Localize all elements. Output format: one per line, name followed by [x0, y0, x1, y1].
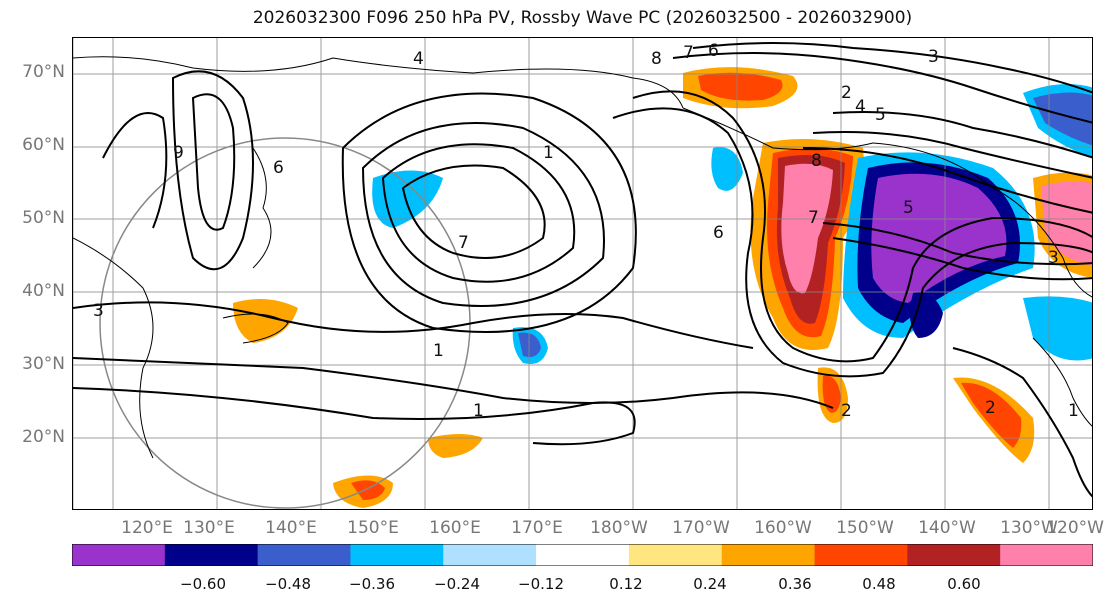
contour-label: 4 — [413, 49, 424, 69]
colorbar-cell — [536, 544, 630, 566]
colorbar-cell — [628, 544, 723, 566]
map-panel: 4 8 7 6 3 2 4 5 6 9 1 7 6 7 8 5 3 3 2 1 … — [72, 37, 1093, 510]
lon-label: 170°E — [511, 518, 563, 538]
contour-labels: 4 8 7 6 3 2 4 5 6 9 1 7 6 7 8 5 3 3 2 1 … — [93, 41, 1079, 421]
pv-contours — [73, 42, 1092, 498]
lat-label: 40°N — [22, 281, 65, 301]
contour-label: 8 — [811, 151, 822, 171]
contour-label: 5 — [875, 105, 886, 125]
contour-label: 2 — [985, 398, 996, 418]
lat-label: 60°N — [22, 135, 65, 155]
lon-label: 160°E — [429, 518, 481, 538]
contour-label: 8 — [651, 49, 662, 69]
contour-label: 3 — [928, 47, 939, 67]
contour-label: 1 — [1068, 401, 1079, 421]
lon-label: 170°W — [672, 518, 730, 538]
colorbar-cell — [72, 544, 166, 566]
colorbar-tick: −0.48 — [265, 575, 311, 593]
colorbar-cell — [350, 544, 444, 566]
lon-label: 140°W — [918, 518, 976, 538]
contour-label: 6 — [713, 223, 724, 243]
contour-label: 3 — [93, 301, 104, 321]
contour-label: 2 — [841, 83, 852, 103]
lon-label: 120°E — [121, 518, 173, 538]
contour-label: 9 — [173, 143, 184, 163]
colorbar-tick: 0.12 — [609, 575, 643, 593]
contour-label: 3 — [1048, 248, 1059, 268]
lon-label: 140°E — [265, 518, 317, 538]
contour-label: 7 — [683, 43, 694, 63]
coastlines — [73, 56, 1092, 459]
graticule — [73, 38, 1092, 509]
contour-label: 7 — [458, 233, 469, 253]
lon-label: 150°W — [836, 518, 894, 538]
lat-label: 70°N — [22, 62, 65, 82]
lat-label: 30°N — [22, 354, 65, 374]
lat-label: 50°N — [22, 208, 65, 228]
contour-label: 4 — [855, 97, 866, 117]
lon-label: 160°W — [754, 518, 812, 538]
map-canvas: 4 8 7 6 3 2 4 5 6 9 1 7 6 7 8 5 3 3 2 1 … — [73, 38, 1092, 509]
lon-label: 180°W — [590, 518, 648, 538]
colorbar-tick: 0.48 — [862, 575, 896, 593]
colorbar-cell — [907, 544, 1001, 566]
colorbar-cell — [814, 544, 908, 566]
anomaly-shading — [233, 67, 1092, 508]
colorbar-cell — [443, 544, 537, 566]
contour-label: 1 — [433, 341, 444, 361]
map-title: 2026032300 F096 250 hPa PV, Rossby Wave … — [252, 8, 913, 28]
colorbar-tick: 0.36 — [778, 575, 812, 593]
lon-label: 120°W — [1046, 518, 1104, 538]
colorbar-cell — [721, 544, 816, 566]
colorbar-tick: 0.60 — [947, 575, 981, 593]
colorbar-cell — [1000, 544, 1093, 566]
colorbar — [72, 544, 1093, 566]
contour-label: 6 — [273, 158, 284, 178]
colorbar-cell — [164, 544, 259, 566]
contour-label: 5 — [903, 198, 914, 218]
contour-label: 6 — [708, 41, 719, 61]
contour-label: 1 — [473, 401, 484, 421]
colorbar-tick: −0.36 — [349, 575, 395, 593]
contour-label: 7 — [808, 208, 819, 228]
lon-label: 130°W — [1000, 518, 1058, 538]
colorbar-tick: 0.24 — [693, 575, 727, 593]
lon-label: 150°E — [347, 518, 399, 538]
colorbar-tick: −0.24 — [434, 575, 480, 593]
contour-label: 1 — [543, 143, 554, 163]
colorbar-tick: −0.12 — [518, 575, 564, 593]
colorbar-cell — [257, 544, 351, 566]
lat-label: 20°N — [22, 427, 65, 447]
lon-label: 130°E — [183, 518, 235, 538]
contour-label: 2 — [841, 401, 852, 421]
colorbar-tick: −0.60 — [180, 575, 226, 593]
